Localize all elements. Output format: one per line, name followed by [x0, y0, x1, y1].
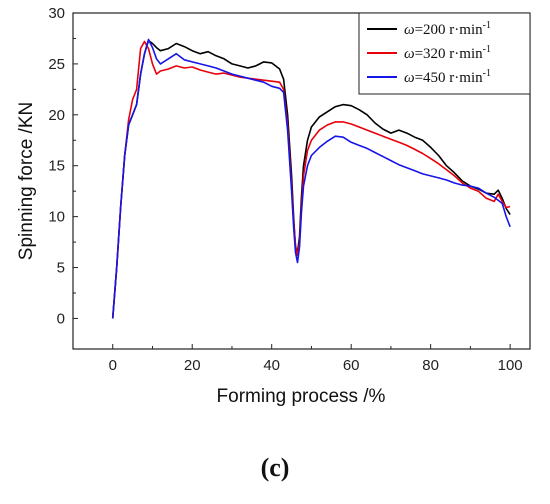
x-tick-label: 0 [109, 357, 117, 374]
series-line-3 [111, 38, 511, 319]
legend-label-3: ω=450 r·min-1 [404, 68, 491, 86]
chart: 0 20 40 60 80 100 0 5 10 15 20 25 30 Forming proces… [16, 5, 531, 407]
y-axis: 0 5 10 15 20 25 30 [48, 5, 78, 327]
y-tick-label: 25 [48, 56, 65, 73]
x-tick-label: 20 [184, 357, 201, 374]
y-tick-label: 10 [48, 209, 65, 226]
chart-series-group [111, 38, 511, 319]
y-tick-label: 20 [48, 107, 65, 124]
y-tick-label: 15 [48, 158, 65, 175]
x-tick-label: 60 [343, 357, 360, 374]
y-tick-label: 5 [57, 260, 65, 277]
x-tick-label: 40 [263, 357, 280, 374]
legend-label-2: ω=320 r·min-1 [404, 44, 491, 62]
x-tick-label: 100 [498, 357, 523, 374]
panel-label: (c) [260, 453, 290, 482]
x-axis: 0 20 40 60 80 100 [72, 344, 523, 374]
y-tick-label: 30 [48, 5, 65, 22]
y-axis-title: Spinning force /KN [16, 102, 37, 260]
x-axis-title: Forming process /% [217, 386, 386, 407]
y-tick-label: 0 [57, 310, 65, 327]
legend-label-1: ω=200 r·min-1 [404, 20, 491, 38]
legend: ω=200 r·min-1 ω=320 r·min-1 ω=450 r·min-1 [358, 12, 531, 95]
x-tick-label: 80 [422, 357, 439, 374]
plot-frame [72, 12, 531, 350]
